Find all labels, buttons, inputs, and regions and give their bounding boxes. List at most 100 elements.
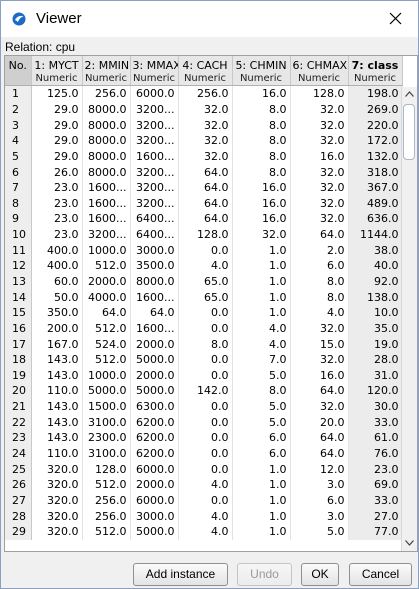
cell-chmin[interactable]: 8.0 [232, 132, 291, 149]
cell-mmin[interactable]: 5000.0 [82, 383, 131, 399]
table-row[interactable]: 15 350.0 64.0 64.0 0.0 1.0 4.0 10.0 [5, 304, 403, 321]
cell-myct[interactable]: 29.0 [31, 148, 83, 165]
cell-myct[interactable]: 143.0 [31, 398, 83, 415]
cell-chmin[interactable]: 1.0 [232, 258, 291, 274]
cell-cach[interactable]: 32.0 [178, 117, 233, 133]
cell-chmin[interactable]: 5.0 [232, 398, 291, 415]
cell-cach[interactable]: 128.0 [178, 226, 233, 243]
cell-class[interactable]: 69.0 [348, 477, 403, 493]
cell-no[interactable]: 12 [5, 258, 32, 274]
cell-mmax[interactable]: 6400... [130, 226, 179, 243]
cell-mmin[interactable]: 3100.0 [82, 445, 131, 462]
cell-mmax[interactable]: 2000.0 [130, 336, 179, 352]
cell-chmin[interactable]: 5.0 [232, 367, 291, 384]
column-header-mmax[interactable]: 3: MMAX [130, 56, 179, 72]
cell-mmin[interactable]: 512.0 [82, 320, 131, 337]
table-row[interactable]: 20 110.0 5000.0 5000.0 142.0 8.0 64.0 120.0 [5, 383, 403, 399]
cell-class[interactable]: 33.0 [348, 492, 403, 509]
cell-mmin[interactable]: 8000.0 [82, 117, 131, 133]
cell-class[interactable]: 31.0 [348, 367, 403, 384]
cell-chmin[interactable]: 8.0 [232, 117, 291, 133]
table-row[interactable]: 23 143.0 2300.0 6200.0 0.0 6.0 64.0 61.0 [5, 430, 403, 446]
cell-mmin[interactable]: 1500.0 [82, 398, 131, 415]
cell-myct[interactable]: 23.0 [31, 226, 83, 243]
column-header-chmin[interactable]: 5: CHMIN [232, 56, 291, 72]
cell-myct[interactable]: 23.0 [31, 195, 83, 212]
cell-mmax[interactable]: 6400... [130, 211, 179, 227]
cell-myct[interactable]: 110.0 [31, 383, 83, 399]
cell-myct[interactable]: 350.0 [31, 304, 83, 321]
cell-class[interactable]: 318.0 [348, 164, 403, 180]
table-row[interactable]: 13 60.0 2000.0 8000.0 65.0 1.0 8.0 92.0 [5, 273, 403, 290]
cell-cach[interactable]: 32.0 [178, 101, 233, 118]
cell-mmax[interactable]: 3200... [130, 117, 179, 133]
cell-chmax[interactable]: 15.0 [290, 336, 349, 352]
cell-class[interactable]: 10.0 [348, 304, 403, 321]
cell-myct[interactable]: 143.0 [31, 414, 83, 431]
cell-mmin[interactable]: 1600... [82, 211, 131, 227]
cell-class[interactable]: 61.0 [348, 430, 403, 446]
cell-mmax[interactable]: 6200.0 [130, 414, 179, 431]
cell-class[interactable]: 92.0 [348, 273, 403, 290]
table-row[interactable]: 8 23.0 1600... 3200... 64.0 16.0 32.0 489.0 [5, 195, 403, 212]
cell-cach[interactable]: 32.0 [178, 148, 233, 165]
cell-class[interactable]: 40.0 [348, 258, 403, 274]
table-row[interactable]: 24 110.0 3100.0 6200.0 0.0 6.0 64.0 76.0 [5, 445, 403, 462]
cell-chmax[interactable]: 6.0 [290, 492, 349, 509]
cell-chmax[interactable]: 64.0 [290, 430, 349, 446]
cell-mmin[interactable]: 64.0 [82, 304, 131, 321]
cell-chmax[interactable]: 20.0 [290, 414, 349, 431]
table-row[interactable]: 22 143.0 3100.0 6200.0 0.0 5.0 20.0 33.0 [5, 414, 403, 431]
column-header-class[interactable]: 7: class [348, 56, 403, 72]
cell-class[interactable]: 489.0 [348, 195, 403, 212]
cell-chmin[interactable]: 5.0 [232, 414, 291, 431]
cell-chmin[interactable]: 1.0 [232, 461, 291, 478]
cell-chmin[interactable]: 4.0 [232, 336, 291, 352]
cell-mmin[interactable]: 2000.0 [82, 273, 131, 290]
cell-no[interactable]: 4 [5, 132, 32, 149]
cell-mmin[interactable]: 1000.0 [82, 242, 131, 259]
cell-cach[interactable]: 4.0 [178, 508, 233, 524]
cell-cach[interactable]: 0.0 [178, 351, 233, 368]
cell-chmax[interactable]: 32.0 [290, 398, 349, 415]
cell-mmin[interactable]: 4000.0 [82, 289, 131, 305]
cell-myct[interactable]: 200.0 [31, 320, 83, 337]
cell-class[interactable]: 132.0 [348, 148, 403, 165]
table-row[interactable]: 1 125.0 256.0 6000.0 256.0 16.0 128.0 198.0 [5, 85, 403, 102]
cell-chmin[interactable]: 16.0 [232, 211, 291, 227]
cell-mmin[interactable]: 8000.0 [82, 164, 131, 180]
cell-mmin[interactable]: 512.0 [82, 523, 131, 540]
cell-class[interactable]: 172.0 [348, 132, 403, 149]
cell-cach[interactable]: 64.0 [178, 211, 233, 227]
cell-chmax[interactable]: 5.0 [290, 523, 349, 540]
cell-mmax[interactable]: 2000.0 [130, 477, 179, 493]
cell-class[interactable]: 28.0 [348, 351, 403, 368]
cell-cach[interactable]: 64.0 [178, 195, 233, 212]
cell-chmin[interactable]: 16.0 [232, 85, 291, 102]
instances-table[interactable]: No. 1: MYCT 2: MMIN 3: MMAX 4: CACH 5: C… [4, 55, 418, 552]
cell-class[interactable]: 30.0 [348, 398, 403, 415]
cell-no[interactable]: 28 [5, 508, 32, 524]
cell-chmin[interactable]: 1.0 [232, 273, 291, 290]
cell-myct[interactable]: 320.0 [31, 508, 83, 524]
cell-mmin[interactable]: 2300.0 [82, 430, 131, 446]
cell-chmax[interactable]: 32.0 [290, 132, 349, 149]
cell-myct[interactable]: 143.0 [31, 351, 83, 368]
table-row[interactable]: 12 400.0 512.0 3500.0 4.0 1.0 6.0 40.0 [5, 258, 403, 274]
cell-myct[interactable]: 29.0 [31, 117, 83, 133]
cell-chmin[interactable]: 4.0 [232, 320, 291, 337]
cell-no[interactable]: 5 [5, 148, 32, 165]
cell-mmax[interactable]: 6200.0 [130, 430, 179, 446]
cell-cach[interactable]: 0.0 [178, 445, 233, 462]
scroll-thumb[interactable] [403, 104, 415, 160]
cell-class[interactable]: 76.0 [348, 445, 403, 462]
cell-mmax[interactable]: 6300.0 [130, 398, 179, 415]
cancel-button[interactable]: Cancel [349, 563, 412, 586]
cell-chmax[interactable]: 32.0 [290, 101, 349, 118]
table-row[interactable]: 11 400.0 1000.0 3000.0 0.0 1.0 2.0 38.0 [5, 242, 403, 259]
cell-no[interactable]: 11 [5, 242, 32, 259]
cell-mmax[interactable]: 3200... [130, 132, 179, 149]
cell-mmin[interactable]: 128.0 [82, 461, 131, 478]
cell-class[interactable]: 220.0 [348, 117, 403, 133]
cell-no[interactable]: 27 [5, 492, 32, 509]
